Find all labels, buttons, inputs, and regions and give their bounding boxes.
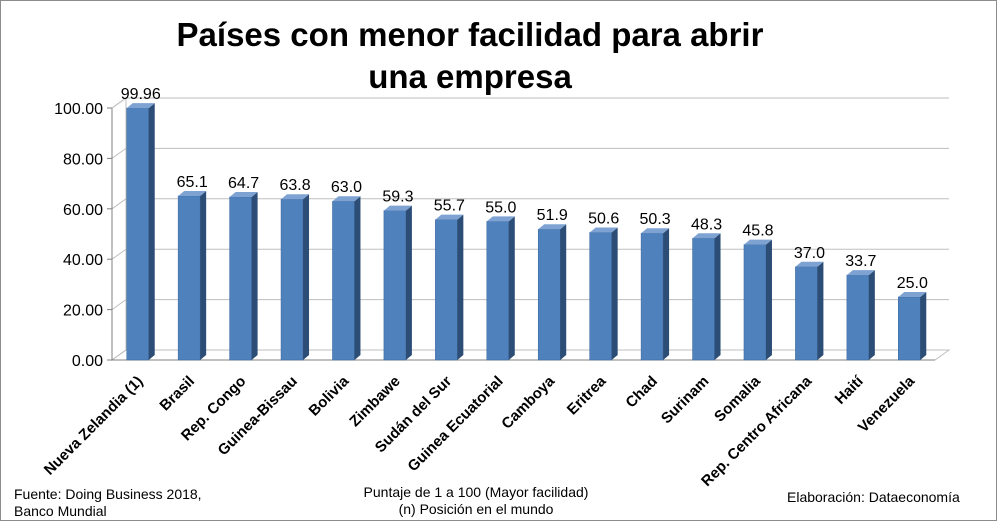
data-label: 65.1 <box>177 174 208 191</box>
bar-side <box>817 261 824 360</box>
data-label: 55.7 <box>434 198 465 215</box>
credit-text: Elaboración: Dataeconomía <box>787 489 960 505</box>
bar <box>898 296 921 361</box>
bar-top <box>486 216 515 222</box>
data-label: 48.3 <box>691 216 722 233</box>
gridline <box>111 97 949 109</box>
bar-side <box>354 196 361 360</box>
y-tick-label: 80.00 <box>63 151 103 168</box>
bar-top <box>435 214 464 220</box>
bar <box>846 274 870 361</box>
data-label: 55.0 <box>485 199 516 216</box>
gridline <box>111 349 949 361</box>
chart-title-line2: una empresa <box>368 58 572 95</box>
bar-side <box>560 224 567 360</box>
bar-top <box>846 270 875 276</box>
bar-side <box>868 270 875 360</box>
bar-top <box>641 228 670 234</box>
source-line-1: Fuente: Doing Business 2018, <box>14 486 202 502</box>
bar <box>486 221 510 361</box>
rank-note: (n) Posición en el mundo <box>398 501 554 517</box>
gridline <box>111 248 949 260</box>
y-tick-label: 60.00 <box>63 202 103 219</box>
x-tick-label: Somalia <box>711 372 764 425</box>
gridline <box>111 147 949 159</box>
bar-side <box>663 228 670 360</box>
data-label: 51.9 <box>537 207 568 224</box>
bar-top <box>898 292 927 297</box>
bar <box>177 195 201 361</box>
data-label: 63.8 <box>279 177 310 194</box>
x-tick-label: Eritrea <box>564 372 610 418</box>
bar-side <box>303 194 310 360</box>
gridline <box>111 198 949 210</box>
data-label: 45.8 <box>742 223 773 240</box>
data-label: 99.96 <box>121 86 161 103</box>
gridline <box>111 299 949 311</box>
data-label: 50.6 <box>588 210 619 227</box>
x-tick-label: Bolivia <box>305 372 352 419</box>
bar <box>743 244 767 361</box>
side-wall <box>111 97 127 361</box>
bar-top <box>178 190 207 196</box>
bar-top <box>538 224 567 230</box>
bar-top <box>589 227 618 233</box>
bar-side <box>714 233 721 360</box>
x-tick-label: Haití <box>832 372 868 408</box>
x-tick-label: Nueva Zelandia (1) <box>41 373 147 479</box>
bar <box>795 266 818 361</box>
bar-side <box>457 214 464 360</box>
bar <box>229 196 252 361</box>
data-label: 33.7 <box>845 253 876 270</box>
bar-top <box>795 261 824 267</box>
data-label: 25.0 <box>897 275 928 292</box>
x-tick-label: Camboya <box>498 372 558 432</box>
bar-top <box>126 103 155 109</box>
data-label: 63.0 <box>331 179 362 196</box>
bar <box>692 238 715 361</box>
bar <box>383 210 407 361</box>
bar-top <box>332 196 361 202</box>
x-tick-label: Guinea Ecuatorial <box>404 373 506 475</box>
bar-top <box>743 239 772 245</box>
bar-side <box>508 216 515 360</box>
y-tick-label: 100.00 <box>54 101 103 118</box>
bar-top <box>229 191 258 197</box>
bar <box>280 198 304 361</box>
bar-top <box>383 205 412 211</box>
bar-side <box>251 191 258 360</box>
bar <box>589 232 612 361</box>
bar-side <box>200 190 207 360</box>
source-line-2: Banco Mundial <box>14 503 107 519</box>
bar <box>640 232 664 361</box>
x-tick-label: Surinam <box>658 373 712 427</box>
data-label: 37.0 <box>794 245 825 262</box>
bar <box>126 107 149 361</box>
bar-side <box>148 103 155 360</box>
bar-side <box>405 205 412 360</box>
y-tick-label: 0.00 <box>72 353 103 370</box>
bar-side <box>920 292 927 360</box>
bar-top <box>281 194 310 200</box>
x-tick-label: Chad <box>622 373 661 412</box>
scale-note: Puntaje de 1 a 100 (Mayor facilidad) <box>363 484 589 500</box>
x-tick-label: Brasil <box>156 373 198 415</box>
data-label: 64.7 <box>228 175 259 192</box>
bar-top <box>692 233 721 239</box>
data-label: 50.3 <box>640 211 671 228</box>
bar <box>332 200 355 361</box>
bar-side <box>765 239 772 360</box>
bar <box>435 219 458 361</box>
y-tick-label: 40.00 <box>63 252 103 269</box>
chart-title: Países con menor facilidad para abrir un… <box>120 14 820 98</box>
y-tick-label: 20.00 <box>63 303 103 320</box>
bar-side <box>611 227 618 360</box>
chart-title-line1: Países con menor facilidad para abrir <box>176 16 764 53</box>
bar <box>537 228 561 361</box>
x-tick-label: Venezuela <box>855 372 919 436</box>
data-label: 59.3 <box>382 189 413 206</box>
